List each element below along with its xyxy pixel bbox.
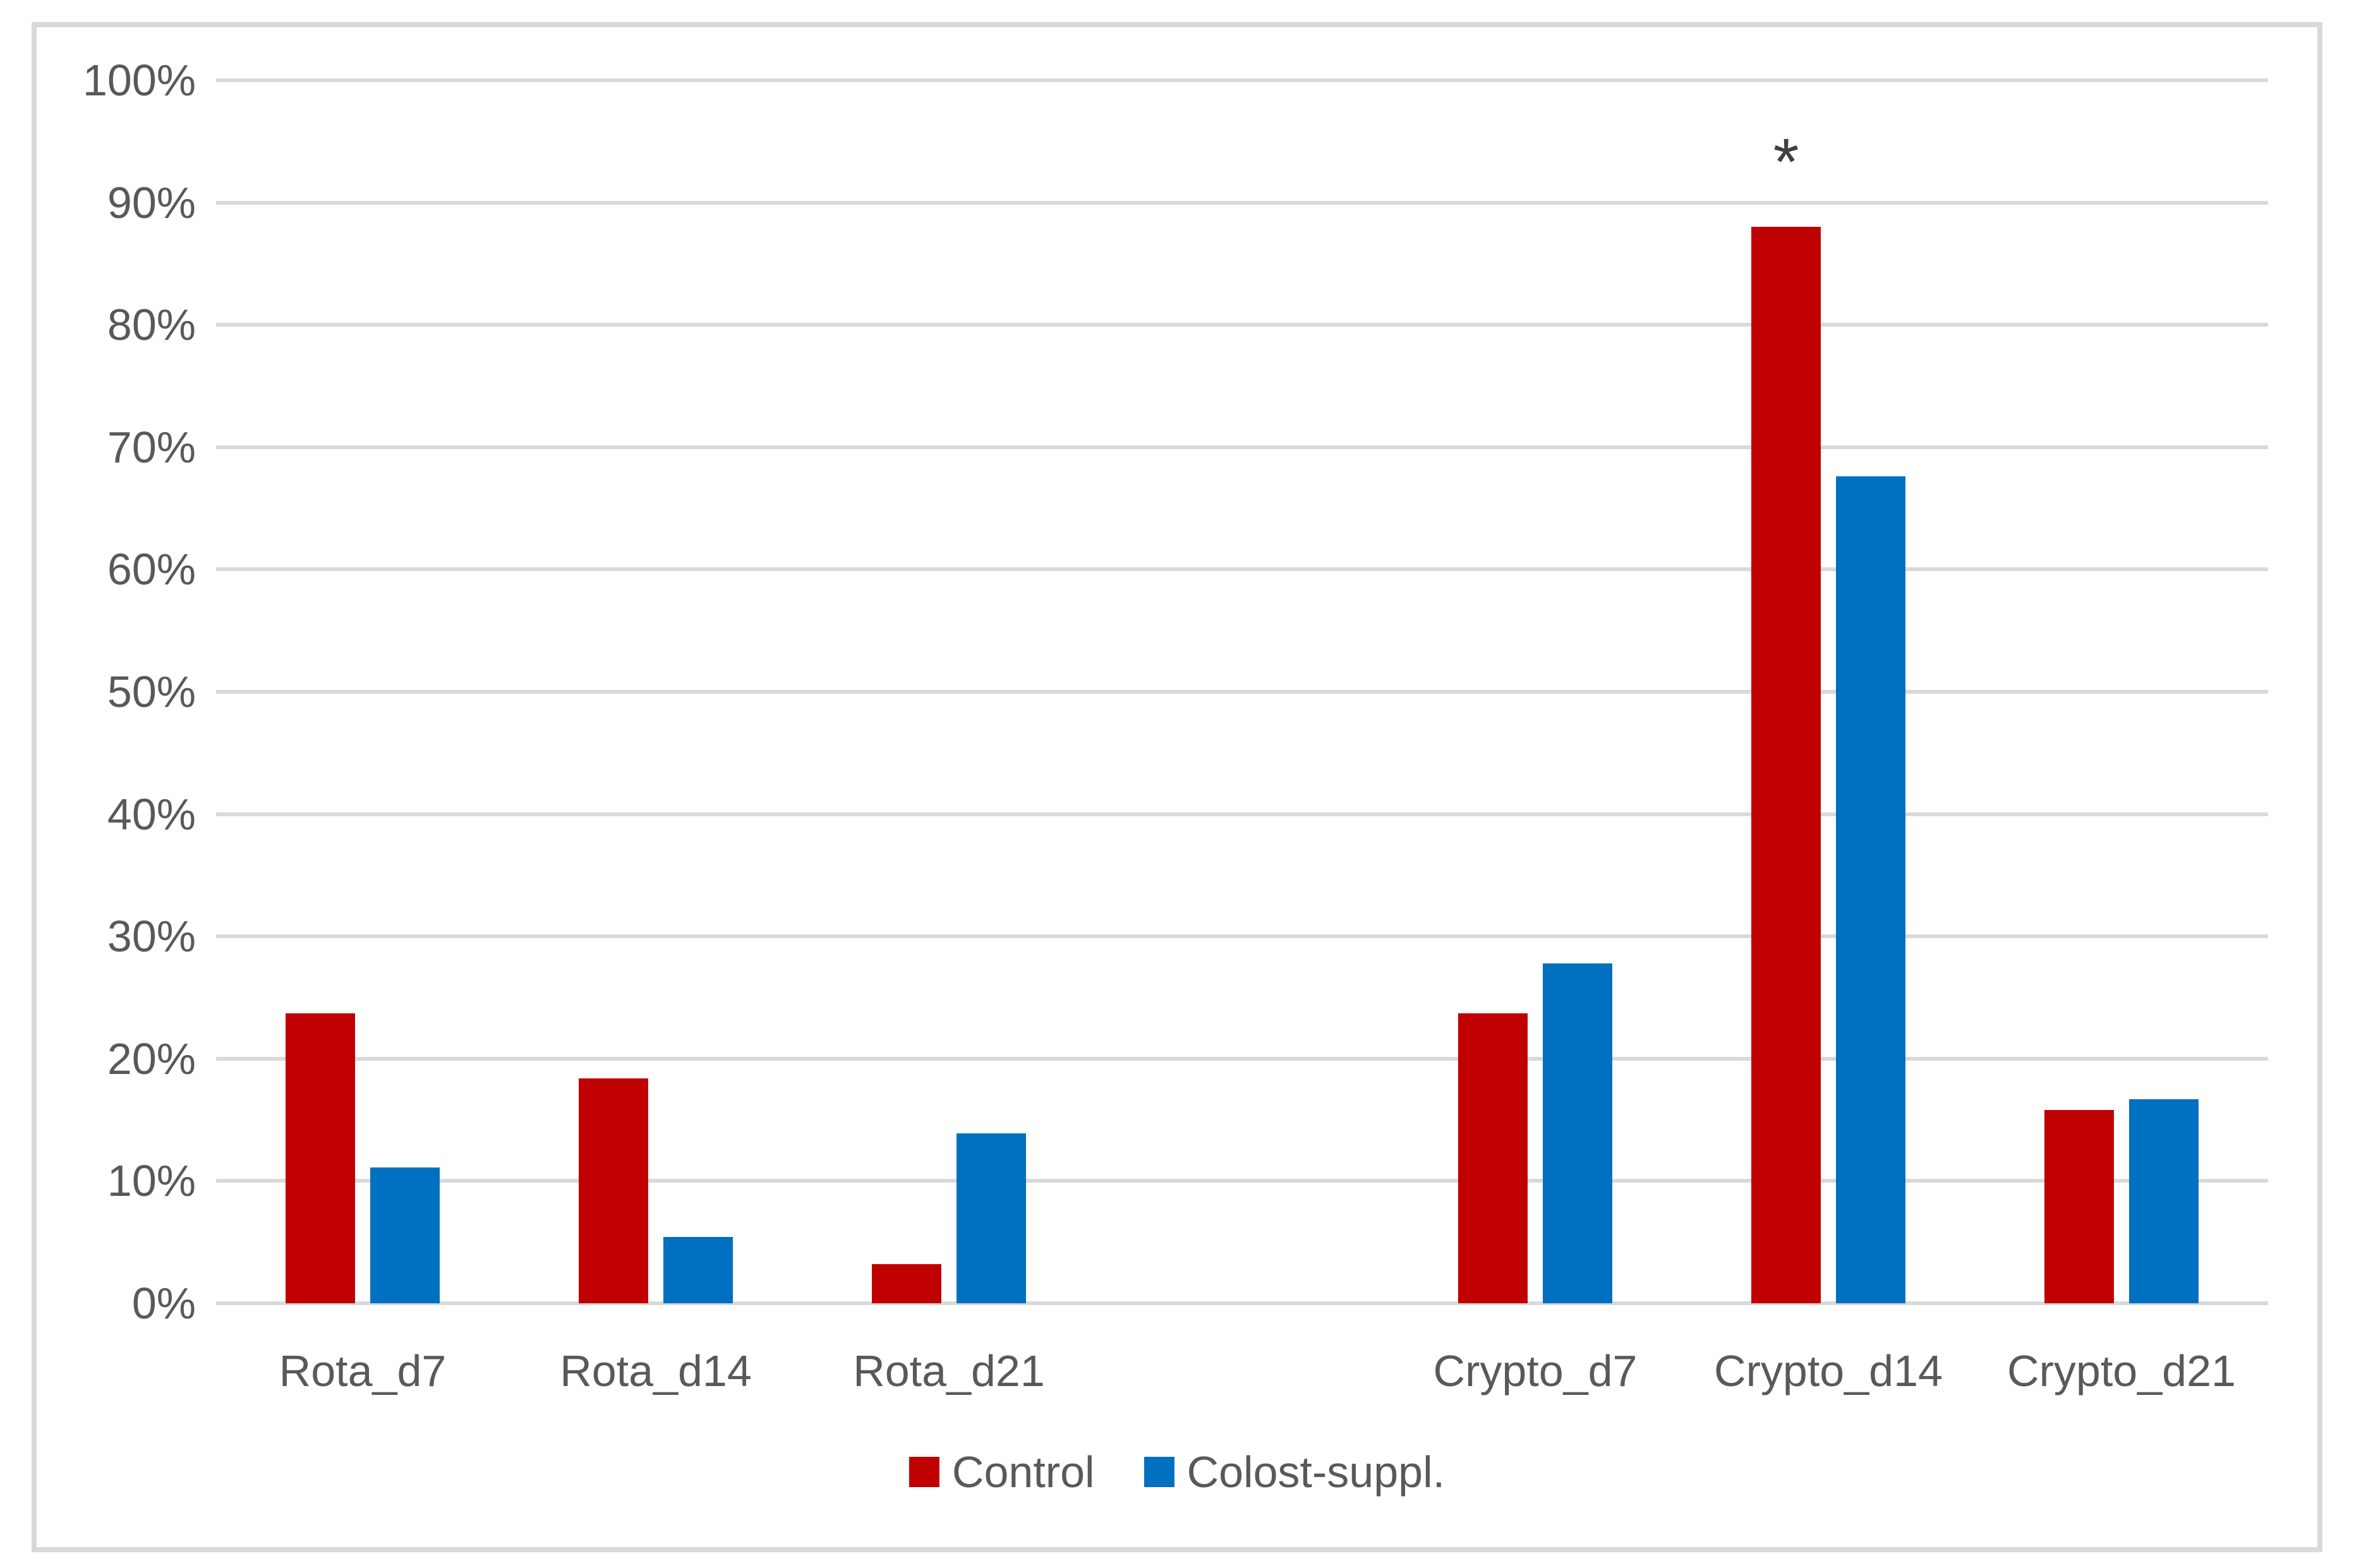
legend-label: Control bbox=[951, 1447, 1095, 1497]
x-tick-label-rota_d14: Rota_d14 bbox=[560, 1346, 752, 1396]
plot-area bbox=[216, 78, 2268, 1305]
legend: Control Colost-suppl. bbox=[0, 1450, 2354, 1494]
y-tick-label: 60% bbox=[107, 545, 196, 594]
legend-swatch-icon bbox=[908, 1457, 939, 1487]
gridline bbox=[216, 323, 2268, 327]
gridline bbox=[216, 934, 2268, 939]
gridline bbox=[216, 200, 2268, 205]
bar-colost-suppl-rota_d14 bbox=[663, 1237, 733, 1303]
y-tick-label: 20% bbox=[107, 1034, 196, 1083]
legend-item-colost-suppl: Colost-suppl. bbox=[1144, 1447, 1446, 1497]
y-tick-label: 0% bbox=[131, 1279, 196, 1328]
gridline bbox=[216, 78, 2268, 82]
bar-colost-suppl-rota_d7 bbox=[370, 1167, 440, 1303]
legend-swatch-icon bbox=[1144, 1457, 1174, 1487]
legend-label: Colost-suppl. bbox=[1186, 1447, 1446, 1497]
bar-colost-suppl-crypto_d14 bbox=[1836, 476, 1905, 1303]
x-tick-label-rota_d7: Rota_d7 bbox=[279, 1346, 447, 1396]
x-tick-label-crypto_d21: Crypto_d21 bbox=[2007, 1346, 2236, 1396]
bar-control-crypto_d7 bbox=[1458, 1013, 1528, 1303]
bar-colost-suppl-crypto_d21 bbox=[2129, 1099, 2199, 1303]
bar-control-rota_d14 bbox=[579, 1078, 648, 1303]
significance-asterisk: * bbox=[1773, 125, 1799, 200]
gridline bbox=[216, 1179, 2268, 1183]
bar-colost-suppl-crypto_d7 bbox=[1543, 963, 1612, 1303]
bar-control-crypto_d14 bbox=[1751, 227, 1821, 1303]
x-tick-label-crypto_d7: Crypto_d7 bbox=[1433, 1346, 1638, 1396]
y-tick-label: 30% bbox=[107, 912, 196, 962]
y-tick-label: 90% bbox=[107, 178, 196, 227]
y-tick-label: 80% bbox=[107, 300, 196, 350]
gridline bbox=[216, 690, 2268, 694]
y-axis: 100% 90% 80% 70% 60% 50% 40% 30% 20% 10% 0% bbox=[0, 0, 196, 1568]
gridline bbox=[216, 812, 2268, 816]
bar-control-rota_d7 bbox=[286, 1013, 355, 1303]
gridline bbox=[216, 1056, 2268, 1061]
bar-control-crypto_d21 bbox=[2044, 1110, 2114, 1303]
y-tick-label: 10% bbox=[107, 1156, 196, 1206]
y-tick-label: 40% bbox=[107, 789, 196, 839]
bar-control-rota_d21 bbox=[872, 1264, 941, 1303]
bar-colost-suppl-rota_d21 bbox=[957, 1133, 1026, 1303]
y-tick-label: 70% bbox=[107, 422, 196, 472]
gridline bbox=[216, 445, 2268, 449]
x-tick-label-crypto_d14: Crypto_d14 bbox=[1714, 1346, 1943, 1396]
x-tick-label-rota_d21: Rota_d21 bbox=[853, 1346, 1045, 1396]
legend-item-control: Control bbox=[908, 1447, 1095, 1497]
y-tick-label: 100% bbox=[82, 56, 196, 105]
y-tick-label: 50% bbox=[107, 667, 196, 716]
x-axis-baseline bbox=[216, 1301, 2268, 1305]
gridline bbox=[216, 567, 2268, 572]
